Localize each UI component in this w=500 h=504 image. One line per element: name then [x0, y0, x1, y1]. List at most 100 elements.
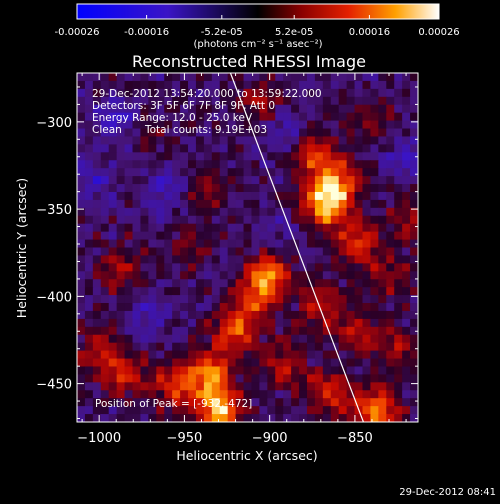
- heatmap-cell: [180, 390, 189, 399]
- heatmap-cell: [378, 310, 387, 320]
- heatmap-cell: [378, 112, 387, 122]
- heatmap-cell: [203, 199, 213, 209]
- heatmap-cell: [314, 318, 324, 328]
- heatmap-cell: [410, 239, 418, 249]
- heatmap-cell: [306, 342, 316, 352]
- heatmap-cell: [211, 191, 221, 201]
- heatmap-cell: [195, 310, 205, 320]
- heatmap-cell: [108, 255, 118, 264]
- heatmap-cell: [164, 303, 173, 312]
- heatmap-cell: [195, 342, 205, 352]
- heatmap-cell: [394, 80, 403, 90]
- heatmap-cell: [314, 112, 324, 122]
- heatmap-cell: [203, 358, 213, 368]
- heatmap-cell: [354, 199, 364, 209]
- heatmap-cell: [140, 374, 149, 383]
- heatmap-cell: [243, 271, 253, 280]
- heatmap-cell: [164, 382, 173, 391]
- heatmap-cell: [148, 168, 157, 177]
- heatmap-cell: [108, 80, 118, 90]
- heatmap-cell: [148, 318, 157, 328]
- heatmap-cell: [180, 223, 189, 233]
- heatmap-cell: [195, 223, 205, 233]
- heatmap-cell: [100, 184, 110, 193]
- heatmap-cell: [172, 80, 181, 90]
- heatmap-cell: [291, 382, 300, 391]
- heatmap-cell: [132, 326, 142, 336]
- heatmap-cell: [108, 88, 118, 98]
- heatmap-cell: [283, 310, 292, 320]
- heatmap-cell: [203, 279, 213, 288]
- heatmap-cell: [299, 73, 308, 82]
- heatmap-cell: [148, 350, 157, 360]
- heatmap-cell: [227, 160, 237, 169]
- heatmap-cell: [410, 279, 418, 288]
- heatmap-cell: [84, 80, 94, 90]
- heatmap-cell: [378, 80, 387, 90]
- heatmap-cell: [203, 334, 213, 344]
- colorbar-ticks: -0.00026 -0.00016 -5.2e-05 5.2e-05 0.00016 0.…: [55, 15, 460, 38]
- heatmap-cell: [140, 96, 149, 106]
- heatmap-cell: [267, 295, 276, 304]
- heatmap-cell: [346, 382, 356, 391]
- heatmap-cell: [172, 279, 181, 288]
- heatmap-cell: [164, 231, 173, 241]
- heatmap-cell: [156, 247, 165, 257]
- heatmap-cell: [322, 215, 332, 225]
- heatmap-cell: [251, 184, 260, 193]
- heatmap-cell: [100, 342, 110, 352]
- heatmap-cell: [299, 334, 308, 344]
- heatmap-cell: [402, 279, 411, 288]
- heatmap-cell: [410, 184, 418, 193]
- heatmap-cell: [251, 152, 260, 161]
- heatmap-cell: [267, 382, 276, 391]
- heatmap-cell: [410, 255, 418, 264]
- heatmap-cell: [243, 88, 253, 98]
- heatmap-cell: [235, 247, 245, 257]
- heatmap-cell: [227, 310, 237, 320]
- heatmap-cell: [362, 342, 372, 352]
- heatmap-cell: [164, 295, 173, 304]
- heatmap-cell: [77, 350, 86, 360]
- heatmap-cell: [195, 382, 205, 391]
- heatmap-cell: [251, 398, 260, 407]
- heatmap-cell: [362, 144, 372, 153]
- heatmap-cell: [116, 120, 126, 130]
- heatmap-cell: [267, 374, 276, 383]
- heatmap-cell: [370, 366, 379, 376]
- heatmap-cell: [291, 152, 300, 161]
- heatmap-cell: [410, 144, 418, 153]
- heatmap-cell: [116, 374, 126, 383]
- heatmap-cell: [338, 152, 348, 161]
- heatmap-cell: [92, 247, 102, 257]
- heatmap-cell: [140, 255, 149, 264]
- heatmap-cell: [267, 342, 276, 352]
- heatmap-cell: [322, 96, 332, 106]
- heatmap-cell: [235, 136, 245, 145]
- heatmap-cell: [283, 160, 292, 169]
- heatmap-cell: [275, 112, 284, 122]
- heatmap-cell: [92, 120, 102, 130]
- heatmap-cell: [164, 247, 173, 257]
- heatmap-cell: [188, 73, 197, 82]
- heatmap-cell: [299, 144, 308, 153]
- heatmap-cell: [386, 231, 395, 241]
- heatmap-cell: [370, 255, 379, 264]
- heatmap-cell: [299, 168, 308, 177]
- heatmap-cell: [322, 88, 332, 98]
- heatmap-cell: [203, 176, 213, 185]
- heatmap-cell: [188, 382, 197, 391]
- heatmap-cell: [100, 176, 110, 185]
- heatmap-cell: [370, 279, 379, 288]
- heatmap-cell: [219, 318, 229, 328]
- heatmap-cell: [108, 144, 118, 153]
- plot-frame: [76, 72, 419, 423]
- heatmap-cell: [251, 80, 260, 90]
- heatmap-cell: [116, 310, 126, 320]
- heatmap-cell: [394, 96, 403, 106]
- heatmap-cell: [275, 366, 284, 376]
- heatmap-cell: [140, 318, 149, 328]
- heatmap-cell: [267, 191, 276, 201]
- heatmap-cell: [92, 374, 102, 383]
- heatmap-cell: [386, 358, 395, 368]
